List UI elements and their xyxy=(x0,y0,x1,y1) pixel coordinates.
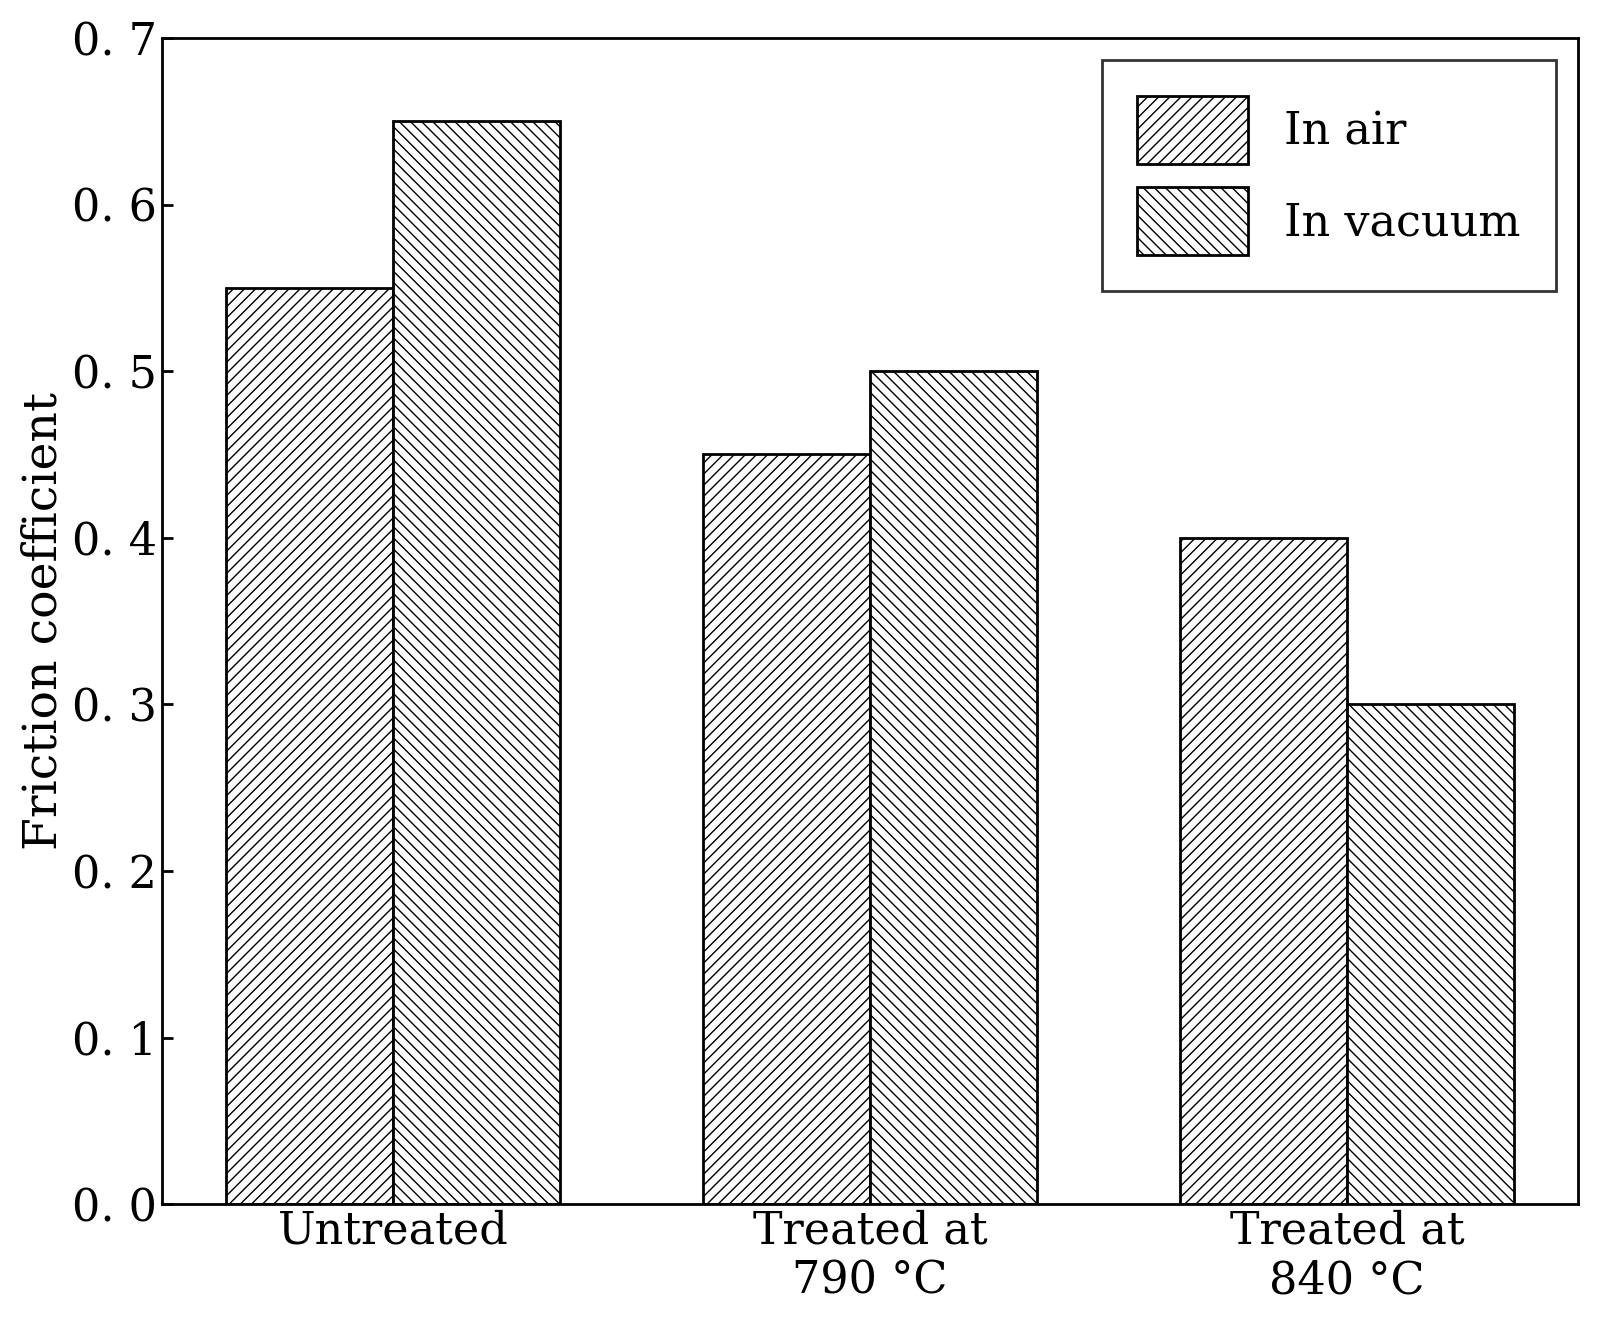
Legend: In air, In vacuum: In air, In vacuum xyxy=(1102,60,1556,291)
Bar xyxy=(870,372,1036,1204)
Y-axis label: Friction coefficient: Friction coefficient xyxy=(21,392,66,849)
Bar xyxy=(225,288,393,1204)
Bar xyxy=(704,454,870,1204)
Bar xyxy=(1180,537,1346,1204)
Bar xyxy=(1346,704,1514,1204)
Bar xyxy=(393,122,560,1204)
